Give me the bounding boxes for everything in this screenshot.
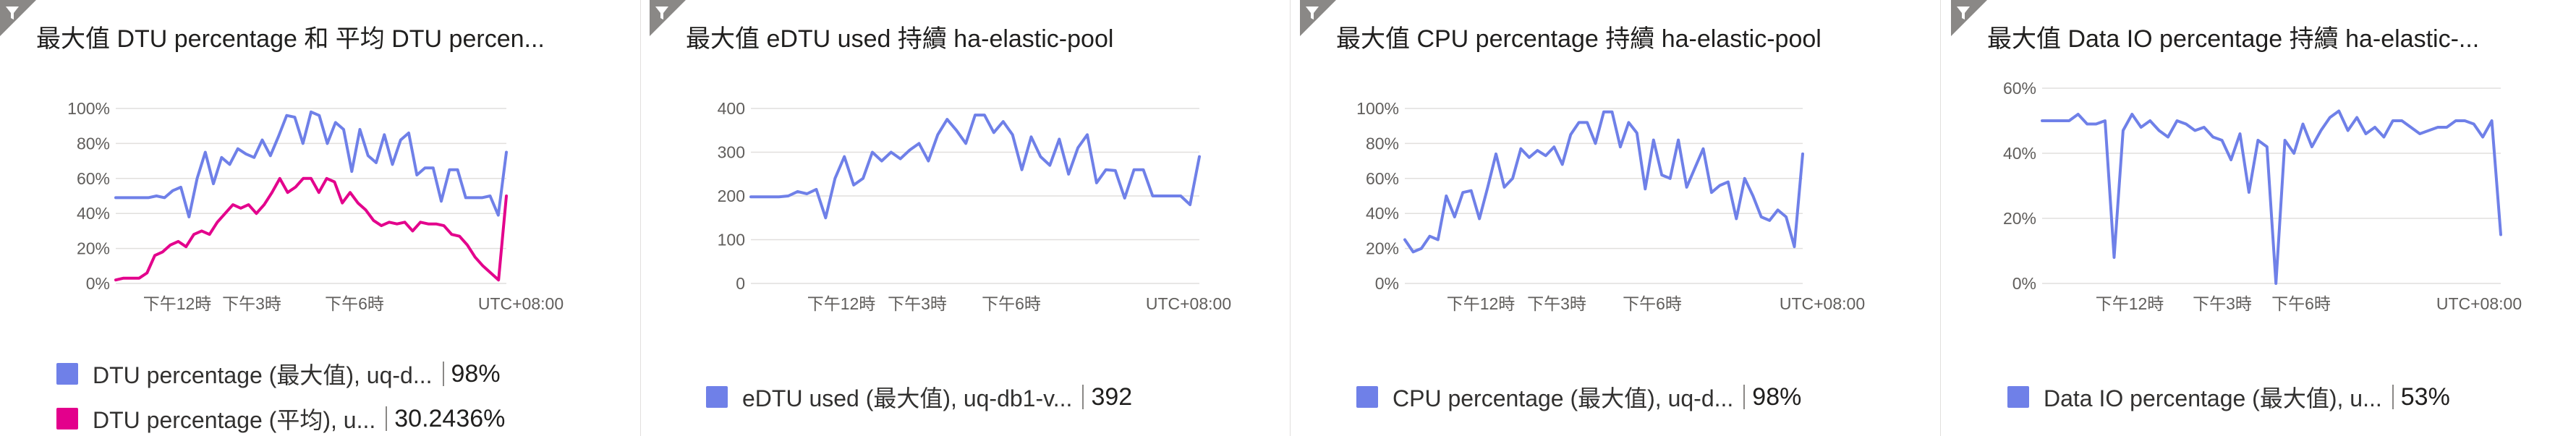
y-tick-label: 60% xyxy=(2003,79,2036,98)
y-tick-label: 60% xyxy=(1366,169,1399,188)
legend-swatch xyxy=(56,408,78,429)
legend-item[interactable]: Data IO percentage (最大值), u... 53% xyxy=(2007,382,2450,411)
legend-divider xyxy=(442,362,444,386)
filter-icon[interactable] xyxy=(0,0,36,36)
timezone-label: UTC+08:00 xyxy=(1146,294,1231,313)
y-tick-label: 60% xyxy=(77,169,110,188)
line-chart: 400 300 200 100 0 下午12時 下午3時 下午6時 UTC+08:00 xyxy=(718,99,1232,313)
series-line xyxy=(114,110,508,218)
legend-divider xyxy=(1082,385,1084,409)
y-tick-label: 80% xyxy=(77,134,110,153)
legend-divider xyxy=(386,406,388,431)
legend-item[interactable]: DTU percentage (最大值), uq-d... 98% xyxy=(56,359,501,388)
legend-label: Data IO percentage (最大值), u... xyxy=(2044,385,2382,411)
filter-icon[interactable] xyxy=(650,0,686,36)
legend-label: CPU percentage (最大值), uq-d... xyxy=(1393,385,1734,411)
y-tick-label: 20% xyxy=(1366,239,1399,258)
legend-value: 392 xyxy=(1091,382,1133,411)
x-tick-label: 下午6時 xyxy=(982,294,1041,313)
y-tick-label: 0% xyxy=(86,274,110,293)
line-chart: 100% 80% 60% 40% 20% 0% 下午12時 下午3時 下午6時 UTC+08:00 xyxy=(1356,99,1865,313)
y-tick-label: 200 xyxy=(718,187,745,205)
y-tick-label: 20% xyxy=(77,239,110,258)
series-line xyxy=(114,176,508,282)
y-tick-label: 0% xyxy=(2012,274,2036,293)
y-tick-label: 100% xyxy=(1356,99,1399,118)
y-tick-label: 0 xyxy=(736,274,745,293)
series-line xyxy=(2041,109,2502,285)
series-line xyxy=(749,114,1201,220)
legend-value: 98% xyxy=(451,359,501,388)
x-tick-label: 下午3時 xyxy=(1527,294,1586,313)
y-tick-label: 40% xyxy=(2003,144,2036,163)
legend-label: eDTU used (最大值), uq-db1-v... xyxy=(742,385,1073,411)
y-tick-label: 40% xyxy=(1366,204,1399,223)
x-tick-label: 下午3時 xyxy=(222,294,281,313)
y-tick-label: 20% xyxy=(2003,209,2036,228)
filter-icon[interactable] xyxy=(1300,0,1336,36)
x-tick-label: 下午12時 xyxy=(2096,294,2164,313)
legend-swatch xyxy=(706,386,728,408)
x-tick-label: 下午3時 xyxy=(888,294,947,313)
y-tick-label: 300 xyxy=(718,143,745,162)
legend-value: 53% xyxy=(2400,382,2450,411)
legend-value: 30.2436% xyxy=(394,404,506,432)
legend-item[interactable]: CPU percentage (最大值), uq-d... 98% xyxy=(1356,382,1801,411)
filter-icon[interactable] xyxy=(1951,0,1987,36)
timezone-label: UTC+08:00 xyxy=(1780,294,1865,313)
legend-label: DTU percentage (最大值), uq-d... xyxy=(93,362,433,388)
y-tick-label: 100% xyxy=(67,99,110,118)
legend-swatch xyxy=(56,363,78,385)
legend-item[interactable]: DTU percentage (平均), u... 30.2436% xyxy=(56,404,505,433)
series-line xyxy=(1403,110,1804,254)
legend-value: 98% xyxy=(1752,382,1802,411)
legend-swatch xyxy=(2007,386,2029,408)
timezone-label: UTC+08:00 xyxy=(2436,294,2522,313)
chart-tile-data-io[interactable]: 最大值 Data IO percentage 持續 ha-elastic-...… xyxy=(1951,0,2576,436)
y-tick-label: 100 xyxy=(718,231,745,249)
x-tick-label: 下午3時 xyxy=(2193,294,2252,313)
x-tick-label: 下午6時 xyxy=(2271,294,2331,313)
x-tick-label: 下午12時 xyxy=(1447,294,1516,313)
legend-swatch xyxy=(1356,386,1378,408)
line-chart: 60% 40% 20% 0% 下午12時 下午3時 下午6時 UTC+08:00 xyxy=(2003,79,2522,313)
legend-item[interactable]: eDTU used (最大值), uq-db1-v... 392 xyxy=(706,382,1132,411)
legend-divider xyxy=(2392,385,2394,409)
chart-tile-edtu[interactable]: 最大值 eDTU used 持續 ha-elastic-pool 400 300 2… xyxy=(650,0,1291,436)
x-tick-label: 下午12時 xyxy=(143,294,212,313)
legend-label: DTU percentage (平均), u... xyxy=(93,407,376,433)
x-tick-label: 下午6時 xyxy=(1623,294,1682,313)
x-tick-label: 下午6時 xyxy=(325,294,384,313)
legend-divider xyxy=(1743,385,1746,409)
x-tick-label: 下午12時 xyxy=(807,294,876,313)
y-tick-label: 400 xyxy=(718,99,745,118)
y-tick-label: 80% xyxy=(1366,134,1399,153)
chart-tile-cpu[interactable]: 最大值 CPU percentage 持續 ha-elastic-pool 10… xyxy=(1300,0,1941,436)
line-chart: 100% 80% 60% 40% 20% 0% 下午12時 下午3時 下午6時 UTC+08:00 xyxy=(67,99,564,313)
y-tick-label: 40% xyxy=(77,204,110,223)
timezone-label: UTC+08:00 xyxy=(478,294,564,313)
chart-tile-dtu[interactable]: 最大值 DTU percentage 和 平均 DTU percen... 10… xyxy=(0,0,641,436)
y-tick-label: 0% xyxy=(1375,274,1399,293)
